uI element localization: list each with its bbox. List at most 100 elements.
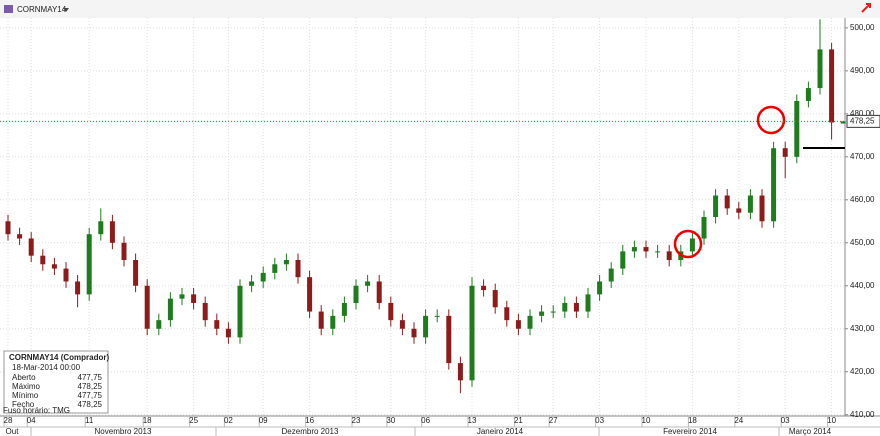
x-tick-label: 18 [688,416,697,425]
candle-body [771,148,777,222]
candle-body [666,251,672,260]
candle-body [481,285,487,291]
candle-body [713,195,719,217]
corner-icon[interactable] [861,3,871,13]
y-tick-label: 420,00 [850,367,875,376]
x-tick-label: 21 [514,416,523,425]
candle-body [527,315,533,329]
candle-body [562,302,568,312]
candle-body [643,247,649,252]
candle-body [214,320,220,329]
candle-body [423,315,429,338]
candle-body [550,311,556,313]
symbol-icon [4,5,13,13]
month-label: Novembro 2013 [95,427,152,436]
x-tick-label: 09 [259,416,268,425]
candle-body [736,208,742,213]
month-label: Fevereiro 2014 [663,427,717,436]
month-label: Março 2014 [789,427,832,436]
candle-body [655,251,661,253]
candle-body [504,307,510,321]
info-value: 477,75 [78,373,103,382]
candle-body [98,221,104,235]
candle-body [5,221,11,235]
month-label: Dezembro 2013 [282,427,339,436]
grid [0,18,845,416]
info-value: 478,25 [78,400,103,409]
candle-body [237,285,243,338]
x-tick-label: 04 [27,416,36,425]
info-box: CORNMAY14 (Comprador)18-Mar-2014 00:00Ab… [3,350,109,414]
y-tick-label: 430,00 [850,324,875,333]
candle-body [40,255,46,265]
candle-body [330,315,336,329]
info-label: Mínimo [12,391,39,400]
candle-body [121,242,127,260]
info-label: Máximo [12,382,41,391]
y-tick-label: 500,00 [850,23,875,32]
info-datetime: 18-Mar-2014 00:00 [12,363,81,372]
candle-body [63,268,69,282]
x-tick-label: 02 [224,416,233,425]
candle-body [724,195,730,209]
candle-body [805,88,811,101]
candle-body [28,238,34,256]
candle-body [515,320,521,329]
candle-body [701,217,707,239]
y-tick-label: 490,00 [850,66,875,75]
x-tick-label: 13 [468,416,477,425]
candle-body [272,264,278,273]
candle-body [689,238,695,252]
candle-body [747,195,753,213]
candle-body [829,49,835,123]
month-label: Out [6,427,20,436]
candle-body [469,285,475,381]
info-value: 478,25 [78,382,103,391]
candle-body [446,315,452,364]
candle-body [411,328,417,338]
dropdown-arrow[interactable] [63,8,69,12]
candle-body [86,234,92,295]
x-tick-label: 16 [305,416,314,425]
candle-body [109,221,115,243]
candle-body [376,281,382,303]
candle-body [492,290,498,308]
candle-body [260,272,266,282]
candle-body [202,302,208,321]
candle-body [341,302,347,316]
candle-body [51,264,57,269]
candle-body [75,281,81,295]
x-tick-label: 24 [734,416,743,425]
candle-body [225,328,231,338]
x-tick-label: 06 [421,416,430,425]
candle-body [539,311,545,316]
info-label: Fecho [12,400,35,409]
x-tick-label: 18 [143,416,152,425]
candle-body [573,302,579,312]
candle-body [620,251,626,269]
candles [5,19,846,394]
candle-body [585,294,591,312]
candle-body [133,259,139,286]
y-tick-label: 460,00 [850,195,875,204]
candle-body [144,285,150,329]
candle-body [608,268,614,282]
candle-body [191,294,197,303]
x-tick-label: 10 [827,416,836,425]
month-label: Janeiro 2014 [477,427,524,436]
candle-body [249,281,255,286]
candle-body [631,247,637,252]
timezone: Fuso horário: TMG [3,406,70,415]
candle-body [295,259,301,278]
info-title: CORNMAY14 (Comprador) [9,353,109,362]
candle-body [457,363,463,381]
candle-body [759,195,765,222]
last-price-box [846,114,880,128]
y-tick-label: 440,00 [850,281,875,290]
last-price-label: 478,25 [850,116,875,125]
candle-body [399,320,405,329]
candle-body [156,320,162,329]
candle-body [353,285,359,303]
chart-title[interactable]: CORNMAY14 [17,5,67,14]
